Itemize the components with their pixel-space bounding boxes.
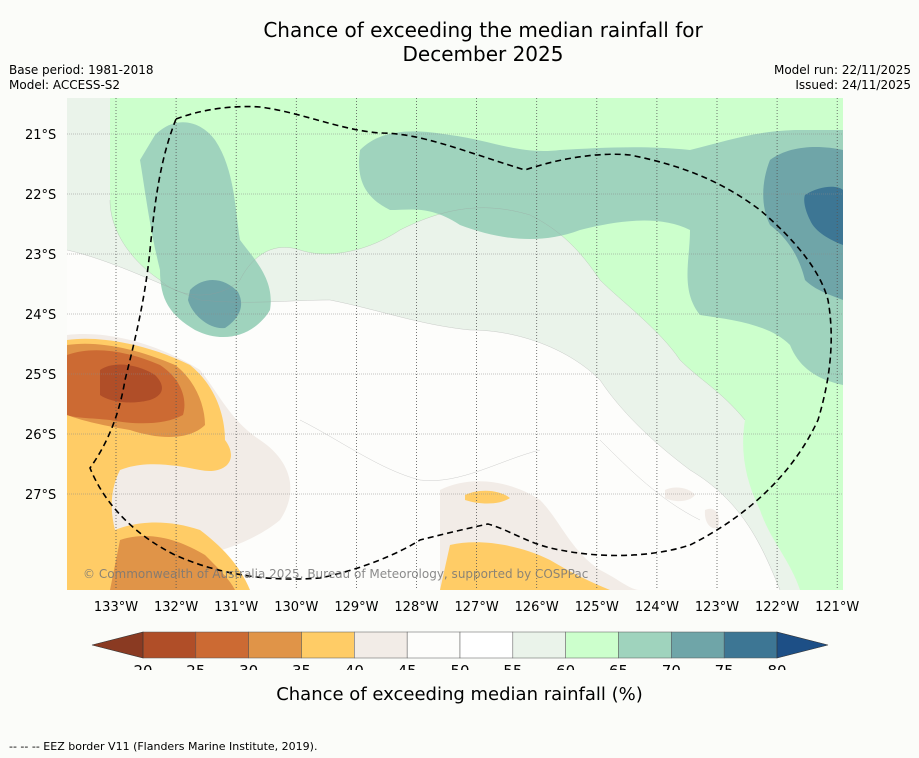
colorbar-label: Chance of exceeding median rainfall (%) xyxy=(276,684,643,705)
meta-right: Model run: 22/11/2025 Issued: 24/11/2025 xyxy=(774,63,911,93)
colorbar-tick-label: 30 xyxy=(239,662,258,670)
colorbar-under-arrow xyxy=(91,631,144,659)
lat-tick-label: 25°S xyxy=(25,368,56,383)
colorbar-tick-labels: 20 25 30 35 40 45 50 55 60 65 70 75 80 xyxy=(133,662,786,670)
colorbar-tick-label: 45 xyxy=(398,662,417,670)
longitude-gridlines xyxy=(115,98,838,590)
colorbar-tick-label: 35 xyxy=(292,662,311,670)
lon-tick-label: 131°W xyxy=(214,600,258,615)
colorbar-bin xyxy=(618,631,672,659)
colorbar-tick-label: 70 xyxy=(662,662,681,670)
colorbar-bin xyxy=(142,631,197,659)
lon-tick-label: 127°W xyxy=(455,600,499,615)
colorbar-tick-label: 80 xyxy=(767,662,786,670)
lat-tick-label: 23°S xyxy=(25,248,56,263)
colorbar-bin xyxy=(248,631,302,659)
longitude-labels: 133°W 132°W 131°W 130°W 129°W 128°W 127°W 126°W… xyxy=(94,600,860,615)
colorbar-tick-label: 50 xyxy=(450,662,469,670)
contour-field xyxy=(67,98,843,590)
contour-65-70 xyxy=(140,122,843,386)
eez-border xyxy=(89,105,832,580)
chart-title-line-1: Chance of exceeding the median rainfall … xyxy=(263,18,703,42)
colorbar-tick-label: 40 xyxy=(345,662,364,670)
latitude-gridlines xyxy=(67,133,843,495)
colorbar-tick-label: 55 xyxy=(503,662,522,670)
colorbar-bin xyxy=(512,631,566,659)
colorbar-bin xyxy=(459,631,514,659)
colorbar-bin xyxy=(354,631,408,659)
colorbar-bin xyxy=(671,631,725,659)
chart-title: Chance of exceeding the median rainfall … xyxy=(0,18,919,66)
colorbar-tick-label: 65 xyxy=(609,662,628,670)
lon-tick-label: 133°W xyxy=(94,600,138,615)
colorbar-bin xyxy=(723,631,778,659)
lon-tick-label: 129°W xyxy=(334,600,378,615)
chart-title-line-2: December 2025 xyxy=(402,42,564,66)
base-period-text: Base period: 1981-2018 xyxy=(9,63,154,77)
lon-tick-label: 124°W xyxy=(635,600,679,615)
lon-tick-label: 126°W xyxy=(515,600,559,615)
colorbar-tick-label: 25 xyxy=(186,662,205,670)
colorbar-bin xyxy=(195,631,249,659)
colorbar-bin xyxy=(301,631,355,659)
lon-tick-label: 130°W xyxy=(274,600,318,615)
colorbar-tick-label: 20 xyxy=(133,662,152,670)
rainfall-map: © Commonwealth of Australia 2025, Bureau… xyxy=(25,98,860,615)
lon-tick-label: 132°W xyxy=(154,600,198,615)
colorbar-bin xyxy=(565,631,619,659)
lat-tick-label: 27°S xyxy=(25,488,56,503)
model-text: Model: ACCESS-S2 xyxy=(9,78,121,92)
colorbar: 20 25 30 35 40 45 50 55 60 65 70 75 80 xyxy=(91,631,829,670)
contour-lines xyxy=(67,199,781,590)
issued-text: Issued: 24/11/2025 xyxy=(795,78,911,92)
copyright-text: © Commonwealth of Australia 2025, Bureau… xyxy=(83,567,588,581)
contour-35-40 xyxy=(67,338,610,590)
colorbar-bin xyxy=(406,631,461,659)
lon-tick-label: 128°W xyxy=(394,600,438,615)
latitude-labels: 21°S 22°S 23°S 24°S 25°S 26°S 27°S xyxy=(25,128,56,503)
meta-left: Base period: 1981-2018 Model: ACCESS-S2 xyxy=(9,63,154,93)
colorbar-over-arrow xyxy=(776,631,829,659)
lat-tick-label: 24°S xyxy=(25,308,56,323)
contour-40-45 xyxy=(67,334,720,590)
lon-tick-label: 123°W xyxy=(695,600,739,615)
lat-tick-label: 26°S xyxy=(25,428,56,443)
colorbar-tick-label: 60 xyxy=(556,662,575,670)
contour-75-80 xyxy=(804,186,843,245)
lon-tick-label: 125°W xyxy=(575,600,619,615)
model-run-text: Model run: 22/11/2025 xyxy=(773,63,911,77)
lon-tick-label: 122°W xyxy=(755,600,799,615)
eez-footnote: -- -- -- EEZ border V11 (Flanders Marine… xyxy=(9,740,318,753)
lat-tick-label: 22°S xyxy=(25,188,56,203)
lat-tick-label: 21°S xyxy=(25,128,56,143)
contour-70-75 xyxy=(188,147,843,329)
colorbar-tick-label: 75 xyxy=(715,662,734,670)
colorbar-bins xyxy=(142,631,778,659)
lon-tick-label: 121°W xyxy=(815,600,859,615)
